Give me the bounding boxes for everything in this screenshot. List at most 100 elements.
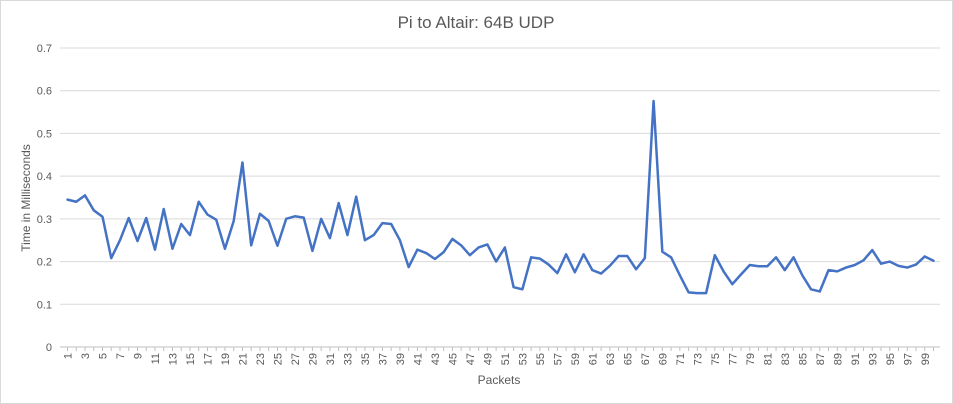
data-point — [783, 268, 787, 272]
data-point — [424, 251, 428, 255]
x-tick-label: 9 — [132, 353, 144, 359]
data-point — [74, 200, 78, 204]
x-tick-label: 85 — [797, 353, 809, 365]
data-point — [879, 262, 883, 266]
data-point — [153, 248, 157, 252]
y-tick-label: 0.5 — [37, 128, 52, 140]
data-point — [144, 216, 148, 220]
x-tick-label: 15 — [185, 353, 197, 365]
data-point — [757, 264, 761, 268]
data-point — [844, 266, 848, 270]
data-point — [450, 237, 454, 241]
x-tick-label: 61 — [587, 353, 599, 365]
data-point — [503, 245, 507, 249]
data-point — [109, 256, 113, 260]
data-point — [398, 238, 402, 242]
data-point — [564, 252, 568, 256]
data-point — [520, 287, 524, 291]
data-point — [555, 271, 559, 275]
data-point — [809, 287, 813, 291]
x-tick-label: 3 — [80, 353, 92, 359]
data-point — [765, 264, 769, 268]
x-tick-label: 29 — [307, 353, 319, 365]
x-tick-label: 43 — [430, 353, 442, 365]
data-point — [118, 238, 122, 242]
data-point — [127, 216, 131, 220]
x-tick-label: 93 — [867, 353, 879, 365]
data-point — [468, 253, 472, 257]
data-point — [258, 212, 262, 216]
data-point — [240, 160, 244, 164]
x-tick-label: 65 — [622, 353, 634, 365]
data-point — [625, 254, 629, 258]
series-line — [66, 99, 935, 295]
y-tick-label: 0.7 — [37, 43, 52, 55]
data-point — [363, 238, 367, 242]
data-point — [905, 266, 909, 270]
data-point — [853, 263, 857, 267]
data-point — [512, 285, 516, 289]
data-point — [442, 250, 446, 254]
chart-title: Pi to Altair: 64B UDP — [398, 13, 555, 32]
x-tick-label: 23 — [255, 353, 267, 365]
data-point — [415, 248, 419, 252]
x-tick-label: 39 — [395, 353, 407, 365]
data-point — [319, 217, 323, 221]
x-axis-ticks: 1 3 5 7 9 11 13 15 17 19 21 23 25 27 29 31 33 35 37 39 41 43 4… — [63, 347, 934, 365]
x-tick-label: 67 — [640, 353, 652, 365]
x-tick-label: 87 — [815, 353, 827, 365]
x-tick-label: 55 — [535, 353, 547, 365]
x-tick-label: 73 — [692, 353, 704, 365]
data-point — [827, 268, 831, 272]
data-point — [485, 242, 489, 246]
data-point — [433, 257, 437, 261]
y-tick-label: 0.3 — [37, 214, 52, 226]
data-point — [337, 201, 341, 205]
x-tick-label: 91 — [850, 353, 862, 365]
data-point — [599, 272, 603, 276]
y-axis-title: Time in Milliseconds — [19, 144, 33, 252]
x-tick-label: 95 — [885, 353, 897, 365]
x-tick-label: 99 — [920, 353, 932, 365]
data-point — [722, 269, 726, 273]
x-tick-label: 45 — [447, 353, 459, 365]
data-point — [249, 243, 253, 247]
x-tick-label: 51 — [500, 353, 512, 365]
data-point — [380, 221, 384, 225]
data-point — [582, 252, 586, 256]
data-point — [818, 289, 822, 293]
data-point — [547, 263, 551, 267]
data-point — [389, 222, 393, 226]
x-tick-label: 31 — [325, 353, 337, 365]
data-point — [135, 239, 139, 243]
data-point — [634, 267, 638, 271]
data-point — [223, 247, 227, 251]
data-point — [188, 233, 192, 237]
data-point — [713, 253, 717, 257]
data-point — [652, 99, 656, 103]
x-tick-label: 79 — [745, 353, 757, 365]
data-point — [573, 270, 577, 274]
x-tick-label: 41 — [412, 353, 424, 365]
data-point — [66, 198, 70, 202]
x-tick-label: 83 — [780, 353, 792, 365]
data-point — [179, 222, 183, 226]
data-point — [660, 250, 664, 254]
x-tick-label: 49 — [482, 353, 494, 365]
data-point — [92, 208, 96, 212]
data-point — [284, 217, 288, 221]
data-point — [792, 255, 796, 259]
data-point — [354, 195, 358, 199]
data-point — [459, 243, 463, 247]
x-tick-label: 19 — [220, 353, 232, 365]
x-tick-label: 35 — [360, 353, 372, 365]
data-point — [669, 255, 673, 259]
data-point — [704, 291, 708, 295]
data-point — [214, 218, 218, 222]
data-point — [888, 260, 892, 264]
data-point — [914, 263, 918, 267]
x-tick-label: 7 — [115, 353, 127, 359]
x-tick-label: 1 — [63, 353, 75, 359]
x-tick-label: 27 — [290, 353, 302, 365]
data-point — [835, 269, 839, 273]
